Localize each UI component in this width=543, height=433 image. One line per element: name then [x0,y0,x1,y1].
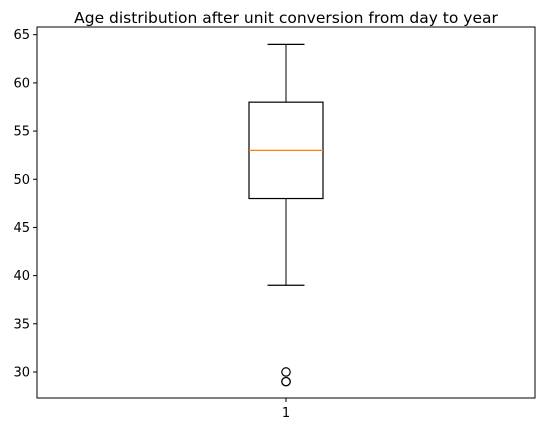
y-axis: 30 35 40 45 50 55 60 65 [13,28,37,380]
x-axis: 1 [282,398,290,421]
chart-title: Age distribution after unit conversion f… [74,9,498,27]
y-tick-label-40: 40 [13,269,30,284]
y-tick-label-45: 45 [13,221,30,236]
outlier-point [281,367,291,377]
y-tick-label-60: 60 [13,76,30,91]
x-tick-label-1: 1 [282,406,290,421]
outlier-point [281,376,291,387]
y-tick-label-30: 30 [13,365,30,380]
y-tick-label-65: 65 [13,28,30,43]
y-tick-label-50: 50 [13,173,30,188]
box-plot [248,43,324,387]
y-tick-label-55: 55 [13,125,30,140]
y-tick-label-35: 35 [13,317,30,332]
